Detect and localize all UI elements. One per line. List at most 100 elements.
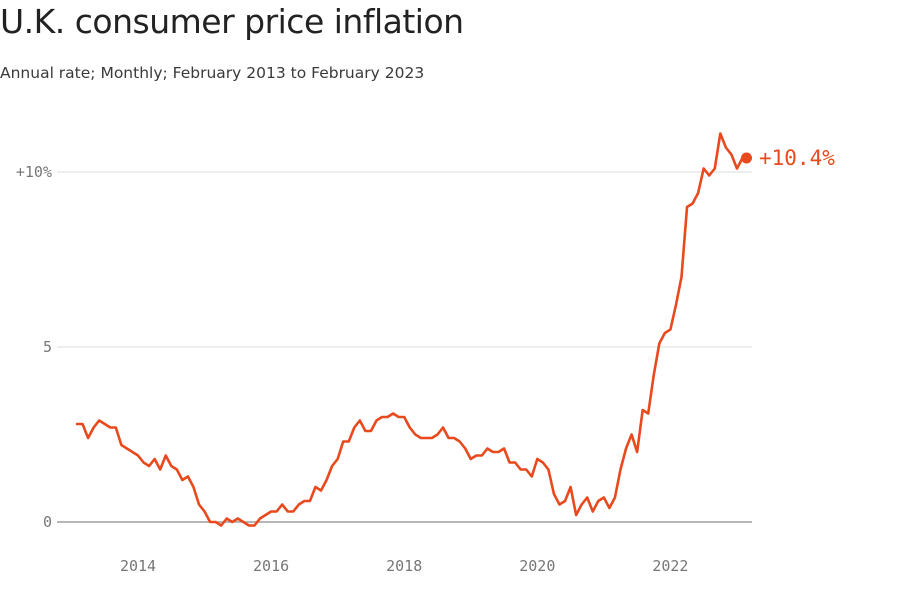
data-point: [287, 510, 289, 512]
data-point: [292, 510, 294, 512]
data-point: [630, 433, 632, 435]
data-point: [281, 503, 283, 505]
data-point: [220, 524, 222, 526]
data-point: [192, 486, 194, 488]
data-point: [142, 461, 144, 463]
data-point: [531, 475, 533, 477]
data-point: [658, 342, 660, 344]
data-point: [242, 521, 244, 523]
data-point: [176, 468, 178, 470]
data-point: [636, 451, 638, 453]
data-point: [514, 461, 516, 463]
data-point: [458, 440, 460, 442]
data-point: [519, 468, 521, 470]
data-point: [92, 426, 94, 428]
chart-title: U.K. consumer price inflation: [0, 2, 464, 41]
data-point: [431, 437, 433, 439]
data-point: [320, 489, 322, 491]
data-point: [575, 514, 577, 516]
data-point: [314, 486, 316, 488]
data-point: [481, 454, 483, 456]
data-point: [608, 507, 610, 509]
data-point: [187, 475, 189, 477]
latest-value-label: +10.4%: [759, 146, 835, 170]
data-point: [619, 468, 621, 470]
data-point: [414, 433, 416, 435]
data-point: [325, 479, 327, 481]
data-point: [81, 423, 83, 425]
data-point: [137, 454, 139, 456]
data-point: [214, 521, 216, 523]
data-point: [353, 426, 355, 428]
data-point: [375, 419, 377, 421]
data-point: [170, 465, 172, 467]
data-point: [686, 206, 688, 208]
data-point: [592, 510, 594, 512]
x-tick-label: 2020: [519, 557, 555, 575]
data-point: [558, 503, 560, 505]
data-point: [370, 430, 372, 432]
data-point: [669, 328, 671, 330]
data-point: [486, 447, 488, 449]
data-point: [536, 458, 538, 460]
data-point: [348, 440, 350, 442]
data-point: [109, 426, 111, 428]
data-point: [131, 451, 133, 453]
data-point: [209, 521, 211, 523]
data-point: [719, 132, 721, 134]
data-point: [153, 458, 155, 460]
data-point: [298, 503, 300, 505]
data-point: [697, 192, 699, 194]
x-tick-label: 2018: [386, 557, 422, 575]
data-point: [198, 503, 200, 505]
data-point: [447, 437, 449, 439]
data-point: [104, 423, 106, 425]
data-point: [725, 146, 727, 148]
latest-value-dot: [741, 152, 752, 164]
data-point: [126, 447, 128, 449]
data-point: [303, 500, 305, 502]
data-point: [564, 500, 566, 502]
data-point: [597, 500, 599, 502]
x-tick-label: 2022: [652, 557, 688, 575]
data-point: [464, 447, 466, 449]
y-axis-tick-labels: 0 5 +10%: [16, 163, 52, 531]
data-point: [542, 461, 544, 463]
data-point: [165, 454, 167, 456]
data-point: [76, 423, 78, 425]
data-point: [98, 419, 100, 421]
data-point: [553, 493, 555, 495]
data-point: [436, 433, 438, 435]
data-point: [259, 517, 261, 519]
data-point: [148, 465, 150, 467]
data-point: [736, 167, 738, 169]
data-point: [625, 447, 627, 449]
data-point: [270, 510, 272, 512]
data-point: [708, 174, 710, 176]
data-point: [547, 468, 549, 470]
data-point: [331, 465, 333, 467]
data-point: [115, 426, 117, 428]
data-point: [87, 437, 89, 439]
data-point: [237, 517, 239, 519]
data-point: [359, 419, 361, 421]
data-point: [403, 416, 405, 418]
x-tick-label: 2016: [253, 557, 289, 575]
data-point: [392, 412, 394, 414]
data-point: [203, 510, 205, 512]
data-point: [586, 496, 588, 498]
data-point: [470, 458, 472, 460]
data-point: [420, 437, 422, 439]
data-point: [386, 416, 388, 418]
data-point: [397, 416, 399, 418]
data-point: [409, 426, 411, 428]
data-point: [248, 524, 250, 526]
data-point: [714, 167, 716, 169]
data-point: [497, 451, 499, 453]
data-point: [309, 500, 311, 502]
data-point: [569, 486, 571, 488]
data-point: [653, 374, 655, 376]
y-tick-label: +10%: [16, 163, 52, 181]
data-point: [508, 461, 510, 463]
